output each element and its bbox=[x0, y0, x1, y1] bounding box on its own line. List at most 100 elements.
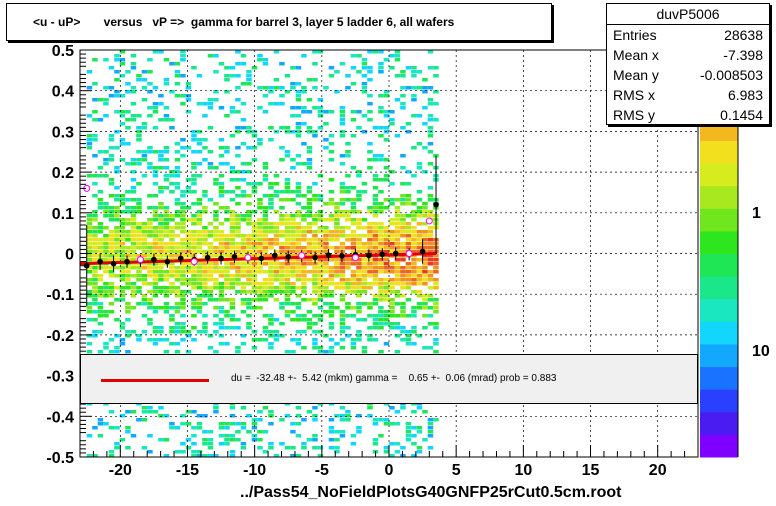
heatmap-cell bbox=[361, 250, 368, 254]
heatmap-cell bbox=[213, 254, 219, 258]
heatmap-cell bbox=[246, 234, 252, 238]
heatmap-cell bbox=[279, 274, 285, 278]
heatmap-cell bbox=[246, 218, 252, 222]
heatmap-cell bbox=[119, 278, 126, 282]
y-tick-label: 0.5 bbox=[52, 43, 74, 60]
heatmap-cell bbox=[416, 166, 423, 170]
heatmap-cell bbox=[317, 290, 324, 294]
heatmap-cell bbox=[141, 294, 148, 298]
heatmap-cell bbox=[411, 434, 417, 438]
heatmap-cell bbox=[191, 242, 197, 246]
heatmap-cell bbox=[262, 162, 269, 166]
heatmap-cell bbox=[383, 294, 390, 298]
heatmap-cell bbox=[136, 274, 142, 278]
heatmap-cell bbox=[185, 438, 192, 442]
heatmap-cell bbox=[152, 206, 159, 210]
heatmap-cell bbox=[411, 326, 417, 330]
heatmap-cell bbox=[169, 62, 175, 66]
heatmap-cell bbox=[367, 238, 373, 242]
heatmap-cell bbox=[108, 258, 115, 262]
y-tick-label: -0.5 bbox=[46, 450, 74, 467]
heatmap-cell bbox=[268, 442, 274, 446]
heatmap-cell bbox=[378, 242, 384, 246]
heatmap-cell bbox=[147, 274, 153, 278]
heatmap-cell bbox=[262, 330, 269, 334]
heatmap-cell bbox=[301, 142, 307, 146]
heatmap-cell bbox=[339, 434, 346, 438]
heatmap-cell bbox=[235, 218, 241, 222]
heatmap-cell bbox=[229, 106, 236, 110]
heatmap-cell bbox=[108, 234, 115, 238]
heatmap-cell bbox=[136, 114, 142, 118]
heatmap-cell bbox=[295, 286, 302, 290]
heatmap-cell bbox=[383, 206, 390, 210]
heatmap-cell bbox=[218, 310, 225, 314]
heatmap-cell bbox=[295, 262, 302, 266]
heatmap-cell bbox=[389, 306, 395, 310]
heatmap-cell bbox=[383, 310, 390, 314]
heatmap-cell bbox=[196, 450, 203, 454]
heatmap-cell bbox=[268, 194, 274, 198]
heatmap-cell bbox=[224, 146, 230, 150]
heatmap-cell bbox=[284, 218, 291, 222]
heatmap-cell bbox=[268, 414, 274, 418]
heatmap-cell bbox=[411, 330, 417, 334]
heatmap-cell bbox=[246, 70, 252, 74]
heatmap-cell bbox=[422, 274, 428, 278]
heatmap-cell bbox=[130, 186, 137, 190]
heatmap-cell bbox=[356, 222, 362, 226]
heatmap-cell bbox=[405, 438, 412, 442]
heatmap-cell bbox=[163, 186, 170, 190]
heatmap-cell bbox=[317, 350, 324, 354]
heatmap-cell bbox=[356, 414, 362, 418]
heatmap-cell bbox=[328, 202, 335, 206]
heatmap-cell bbox=[383, 230, 390, 234]
heatmap-cell bbox=[422, 146, 428, 150]
heatmap-cell bbox=[213, 410, 219, 414]
heatmap-cell bbox=[416, 190, 423, 194]
heatmap-cell bbox=[350, 262, 357, 266]
heatmap-cell bbox=[158, 330, 164, 334]
heatmap-cell bbox=[163, 106, 170, 110]
heatmap-cell bbox=[218, 154, 225, 158]
heatmap-cell bbox=[427, 214, 434, 218]
heatmap-cell bbox=[328, 190, 335, 194]
heatmap-cell bbox=[207, 242, 214, 246]
heatmap-cell bbox=[125, 446, 131, 450]
heatmap-cell bbox=[416, 230, 423, 234]
heatmap-cell bbox=[306, 262, 313, 266]
heatmap-cell bbox=[229, 266, 236, 270]
heatmap-cell bbox=[169, 286, 175, 290]
heatmap-cell bbox=[257, 138, 263, 142]
heatmap-cell bbox=[251, 286, 258, 290]
heatmap-cell bbox=[147, 306, 153, 310]
heatmap-cell bbox=[372, 174, 379, 178]
heatmap-cell bbox=[213, 70, 219, 74]
heatmap-cell bbox=[273, 210, 280, 214]
heatmap-cell bbox=[394, 314, 401, 318]
heatmap-cell bbox=[427, 426, 434, 430]
heatmap-cell bbox=[119, 226, 126, 230]
heatmap-cell bbox=[339, 154, 346, 158]
x-tick-label: 20 bbox=[649, 462, 667, 479]
heatmap-cell bbox=[130, 114, 137, 118]
heatmap-cell bbox=[328, 178, 335, 182]
heatmap-cell bbox=[125, 206, 131, 210]
heatmap-cell bbox=[306, 198, 313, 202]
heatmap-cell bbox=[356, 250, 362, 254]
heatmap-cell bbox=[229, 242, 236, 246]
heatmap-cell bbox=[405, 122, 412, 126]
heatmap-cell bbox=[411, 214, 417, 218]
heatmap-cell bbox=[367, 242, 373, 246]
heatmap-cell bbox=[383, 246, 390, 250]
heatmap-cell bbox=[130, 266, 137, 270]
heatmap-cell bbox=[356, 198, 362, 202]
heatmap-cell bbox=[136, 302, 142, 306]
heatmap-cell bbox=[345, 186, 351, 190]
heatmap-cell bbox=[383, 342, 390, 346]
heatmap-cell bbox=[295, 294, 302, 298]
heatmap-cell bbox=[163, 302, 170, 306]
heatmap-cell bbox=[350, 442, 357, 446]
heatmap-cell bbox=[279, 334, 285, 338]
heatmap-cell bbox=[268, 286, 274, 290]
